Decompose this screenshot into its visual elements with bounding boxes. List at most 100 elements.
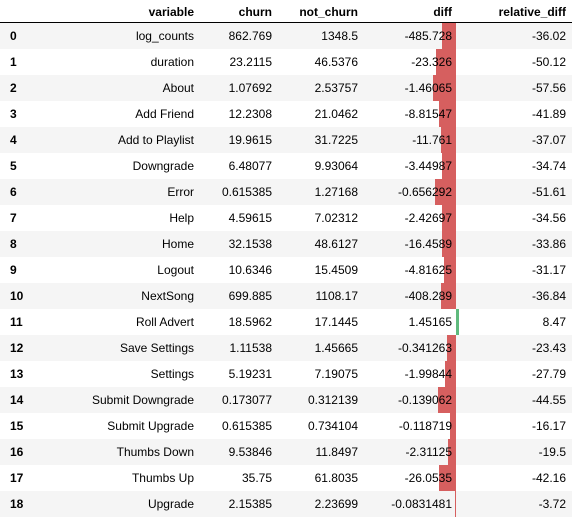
cell-diff: -16.4589 xyxy=(364,230,482,257)
data-bar xyxy=(456,308,460,335)
row-index: 2 xyxy=(10,80,17,95)
cell-variable: Thumbs Down xyxy=(116,444,194,459)
cell-not-churn: 9.93064 xyxy=(314,158,358,173)
cell-diff-value: -23.326 xyxy=(411,54,452,69)
table-body: 0 log_counts 862.769 1348.5 -485.728 -36.02 1 d… xyxy=(0,22,572,517)
cell-churn: 699.885 xyxy=(228,288,272,303)
cell-relative-diff: -34.74 xyxy=(531,158,566,173)
cell-diff-value: -3.44987 xyxy=(404,158,452,173)
cell-not-churn: 0.734104 xyxy=(307,418,358,433)
cell-relative-diff: 8.47 xyxy=(542,314,566,329)
row-index: 7 xyxy=(10,210,17,225)
row-index: 11 xyxy=(10,314,23,329)
cell-variable: Home xyxy=(161,236,194,251)
cell-relative-diff: -36.02 xyxy=(531,28,566,43)
cell-variable: About xyxy=(162,80,194,95)
table-row: 10 NextSong 699.885 1108.17 -408.289 -36.84 xyxy=(0,282,572,309)
cell-not-churn: 7.02312 xyxy=(314,210,358,225)
cell-not-churn: 0.312139 xyxy=(307,392,358,407)
cell-not-churn: 61.8035 xyxy=(314,470,358,485)
cell-diff-value: -2.42697 xyxy=(404,210,452,225)
data-bar xyxy=(438,386,456,413)
table-row: 18 Upgrade 2.15385 2.23699 -0.0831481 -3.72 xyxy=(0,490,572,517)
cell-diff: -1.46065 xyxy=(364,74,482,101)
cell-diff: -0.118719 xyxy=(364,412,482,439)
table-row: 9 Logout 10.6346 15.4509 -4.81625 -31.17 xyxy=(0,256,572,283)
cell-relative-diff: -42.16 xyxy=(531,470,566,485)
cell-diff: -4.81625 xyxy=(364,256,482,283)
cell-variable: Submit Downgrade xyxy=(91,392,194,407)
row-index: 12 xyxy=(10,340,24,355)
header-index xyxy=(0,0,36,23)
cell-diff-value: -1.46065 xyxy=(404,80,452,95)
cell-relative-diff: -51.61 xyxy=(531,184,566,199)
cell-diff: -1.99844 xyxy=(364,360,482,387)
cell-churn: 23.2115 xyxy=(229,54,273,69)
cell-not-churn: 21.0462 xyxy=(314,106,358,121)
data-bar xyxy=(444,360,456,387)
cell-churn: 862.769 xyxy=(228,28,272,43)
cell-churn: 9.53846 xyxy=(228,444,272,459)
table-row: 12 Save Settings 1.11538 1.45665 -0.341263 -2… xyxy=(0,334,572,361)
row-index: 4 xyxy=(10,132,17,147)
cell-variable: Downgrade xyxy=(132,158,194,173)
header-churn: churn xyxy=(200,0,278,23)
cell-relative-diff: -41.89 xyxy=(531,106,566,121)
row-index: 14 xyxy=(10,392,24,407)
row-index: 8 xyxy=(10,236,17,251)
row-index: 18 xyxy=(10,496,24,511)
cell-churn: 0.615385 xyxy=(221,418,272,433)
data-bar xyxy=(442,152,456,179)
data-bar xyxy=(443,256,456,283)
table-row: 11 Roll Advert 18.5962 17.1445 1.45165 8.47 xyxy=(0,308,572,335)
table-row: 5 Downgrade 6.48077 9.93064 -3.44987 -34.74 xyxy=(0,152,572,179)
cell-diff: -0.0831481 xyxy=(364,490,482,517)
table-row: 0 log_counts 862.769 1348.5 -485.728 -36.02 xyxy=(0,22,572,49)
cell-diff: -26.0535 xyxy=(364,464,482,491)
table-row: 3 Add Friend 12.2308 21.0462 -8.81547 -41.89 xyxy=(0,100,572,127)
row-index: 3 xyxy=(10,106,17,121)
data-bar xyxy=(442,230,456,257)
cell-relative-diff: -33.86 xyxy=(531,236,566,251)
data-bar xyxy=(435,48,456,75)
cell-diff: -408.289 xyxy=(364,282,482,309)
cell-diff-value: -2.31125 xyxy=(405,444,452,459)
cell-not-churn: 46.5376 xyxy=(314,54,358,69)
cell-not-churn: 2.23699 xyxy=(314,496,358,511)
cell-not-churn: 1348.5 xyxy=(321,28,358,43)
cell-churn: 6.48077 xyxy=(228,158,272,173)
header-row: variable churn not_churn diff relative_d… xyxy=(0,0,572,23)
data-bar xyxy=(441,282,456,309)
cell-variable: Error xyxy=(167,184,194,199)
cell-relative-diff: -27.79 xyxy=(531,366,566,381)
table-row: 2 About 1.07692 2.53757 -1.46065 -57.56 xyxy=(0,74,572,101)
data-bar xyxy=(449,412,456,439)
cell-variable: Upgrade xyxy=(147,496,194,511)
cell-diff-value: -485.728 xyxy=(404,28,452,43)
cell-diff-value: -8.81547 xyxy=(404,106,452,121)
row-index: 10 xyxy=(10,288,24,303)
cell-not-churn: 1.27168 xyxy=(314,184,358,199)
data-bar xyxy=(446,334,456,361)
header-relative-diff: relative_diff xyxy=(482,0,572,23)
cell-diff: -2.31125 xyxy=(364,438,482,465)
data-bar xyxy=(432,74,456,101)
table-row: 14 Submit Downgrade 0.173077 0.312139 -0.139… xyxy=(0,386,572,413)
table-row: 13 Settings 5.19231 7.19075 -1.99844 -27.79 xyxy=(0,360,572,387)
cell-variable: Save Settings xyxy=(119,340,194,355)
cell-churn: 1.11538 xyxy=(229,340,273,355)
cell-diff-value: -0.0831481 xyxy=(391,496,452,511)
table-row: 17 Thumbs Up 35.75 61.8035 -26.0535 -42.16 xyxy=(0,464,572,491)
cell-churn: 19.9615 xyxy=(228,132,272,147)
cell-churn: 2.15385 xyxy=(228,496,272,511)
cell-churn: 12.2308 xyxy=(228,106,272,121)
cell-not-churn: 7.19075 xyxy=(314,366,358,381)
cell-variable: Help xyxy=(169,210,194,225)
cell-diff: -0.341263 xyxy=(364,334,482,361)
cell-churn: 18.5962 xyxy=(228,314,272,329)
header-variable: variable xyxy=(36,0,200,23)
cell-diff: -0.139062 xyxy=(364,386,482,413)
cell-churn: 0.615385 xyxy=(221,184,272,199)
cell-relative-diff: -50.12 xyxy=(531,54,566,69)
data-bar xyxy=(441,22,456,49)
